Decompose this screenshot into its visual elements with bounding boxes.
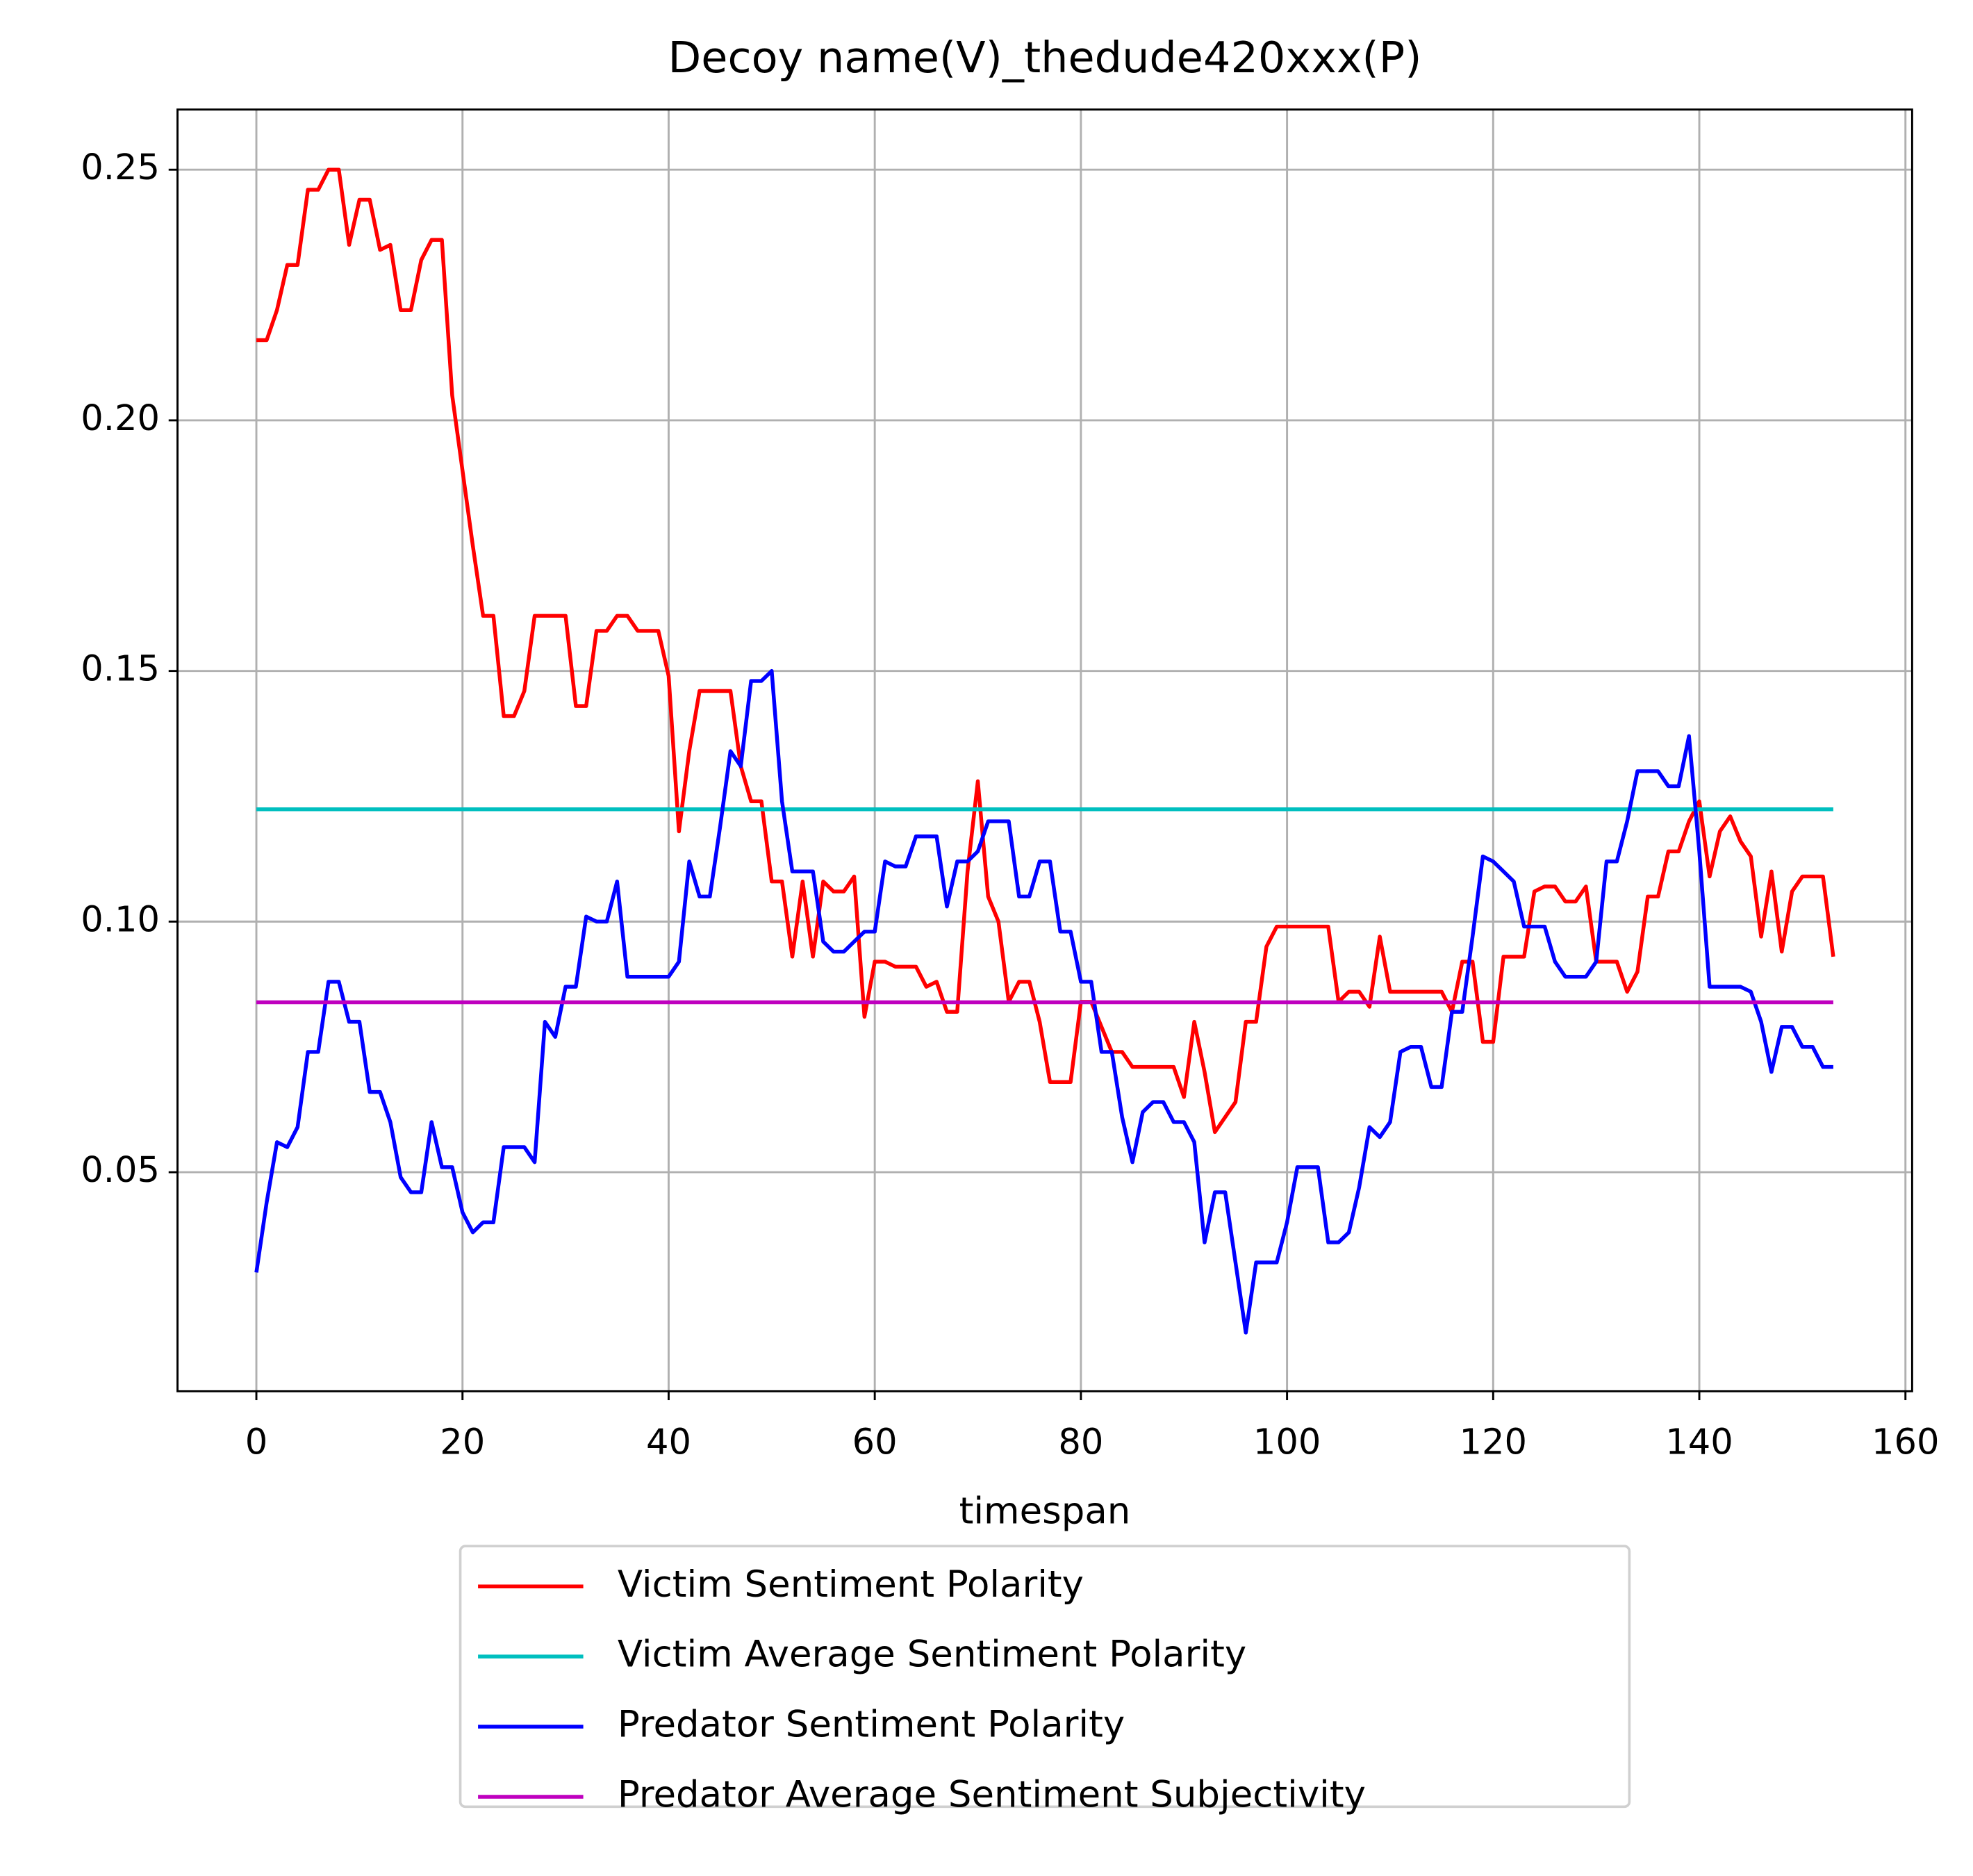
legend-label: Predator Sentiment Polarity	[618, 1704, 1125, 1746]
x-tick-label: 0	[245, 1422, 268, 1463]
legend-label: Victim Average Sentiment Polarity	[618, 1634, 1246, 1676]
x-tick-label: 160	[1872, 1422, 1940, 1463]
x-tick-label: 100	[1253, 1422, 1321, 1463]
y-tick-label: 0.10	[81, 899, 160, 940]
x-tick-label: 40	[646, 1422, 691, 1463]
y-tick-label: 0.25	[81, 147, 160, 188]
legend: Victim Sentiment Polarity Victim Average …	[459, 1545, 1631, 1816]
x-tick-label: 60	[852, 1422, 898, 1463]
x-tick-label: 80	[1058, 1422, 1103, 1463]
plot-frame	[176, 108, 1913, 1392]
data-line	[256, 167, 1835, 1135]
data-line	[254, 668, 1833, 1335]
legend-label: Predator Average Sentiment Subjectivity	[618, 1774, 1366, 1816]
legend-label: Victim Sentiment Polarity	[618, 1563, 1084, 1606]
x-tick-label: 20	[440, 1422, 485, 1463]
y-tick-label: 0.05	[81, 1150, 160, 1191]
x-axis-label: timespan	[959, 1490, 1131, 1533]
y-tick-label: 0.15	[81, 649, 160, 690]
y-tick-label: 0.20	[81, 398, 160, 439]
x-tick-label: 140	[1665, 1422, 1733, 1463]
legend-box	[459, 1545, 1631, 1809]
chart-title: Decoy name(V)_thedude420xxx(P)	[668, 33, 1422, 83]
x-tick-label: 120	[1460, 1422, 1528, 1463]
